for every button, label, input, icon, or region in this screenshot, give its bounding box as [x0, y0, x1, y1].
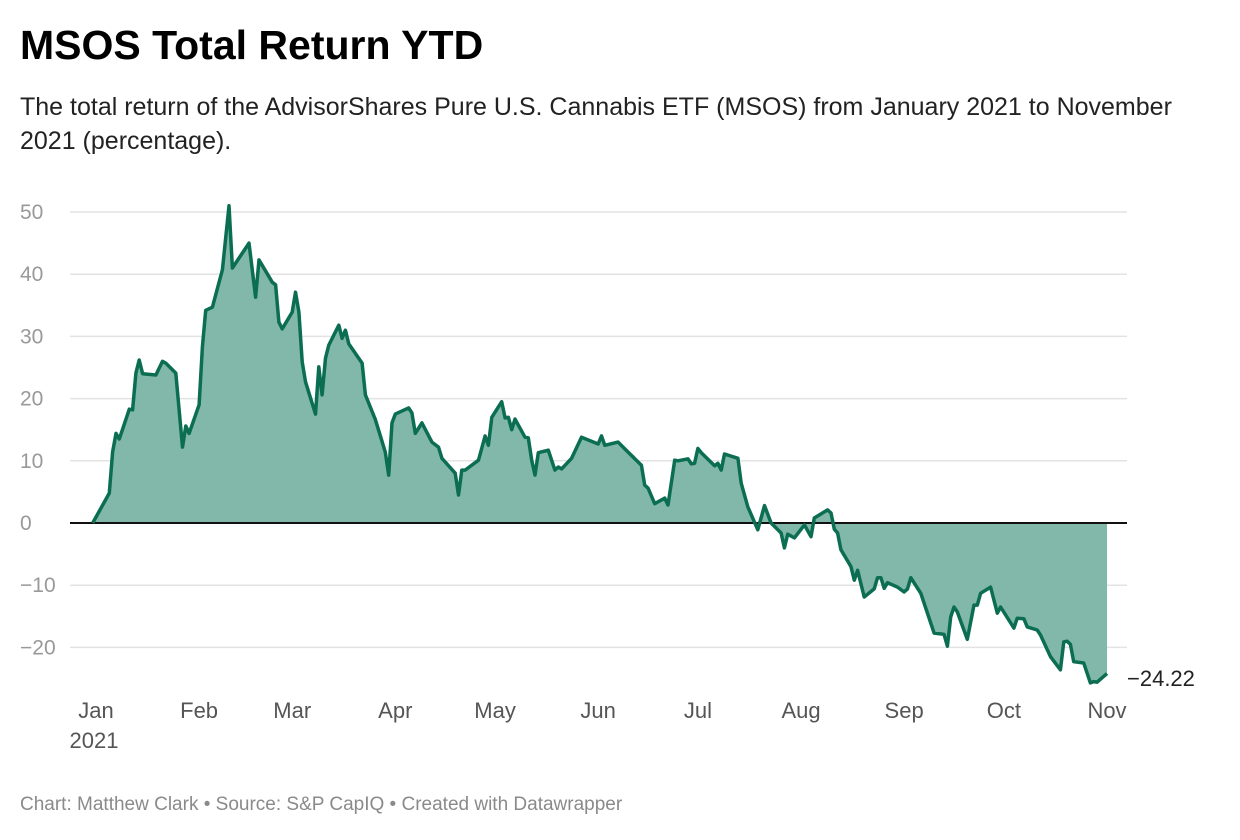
- chart-footer: Chart: Matthew Clark • Source: S&P CapIQ…: [20, 794, 623, 815]
- x-tick-label: Oct: [987, 698, 1021, 723]
- x-tick-label: May: [474, 698, 516, 723]
- x-tick-label: Nov: [1087, 698, 1126, 723]
- y-tick-label: 50: [20, 201, 43, 224]
- x-tick-label: Aug: [781, 698, 820, 723]
- x-year-label: 2021: [70, 728, 119, 753]
- series-line: [91, 204, 1109, 685]
- x-tick-label: Jan: [78, 698, 113, 723]
- end-value-label: −24.22: [1127, 666, 1195, 691]
- x-tick-label: Apr: [378, 698, 412, 723]
- x-tick-label: Feb: [180, 698, 218, 723]
- y-axis-ticks: 50 40 30 20 10 0 −10 −20: [20, 201, 56, 659]
- x-tick-label: Jul: [684, 698, 712, 723]
- y-tick-label: 10: [20, 450, 43, 473]
- y-tick-label: −10: [20, 574, 56, 597]
- x-tick-label: Jun: [580, 698, 615, 723]
- x-axis-ticks: Jan Feb Mar Apr May Jun Jul Aug Sep Oct Nov: [78, 698, 1126, 723]
- y-tick-label: 30: [20, 325, 43, 348]
- y-tick-label: −20: [20, 636, 56, 659]
- x-tick-label: Mar: [273, 698, 311, 723]
- y-tick-label: 20: [20, 388, 43, 411]
- chart-subtitle: The total return of the AdvisorShares Pu…: [20, 93, 1172, 155]
- y-tick-label: 40: [20, 263, 43, 286]
- chart-title: MSOS Total Return YTD: [20, 22, 484, 68]
- x-tick-label: Sep: [885, 698, 924, 723]
- y-tick-label: 0: [20, 512, 32, 535]
